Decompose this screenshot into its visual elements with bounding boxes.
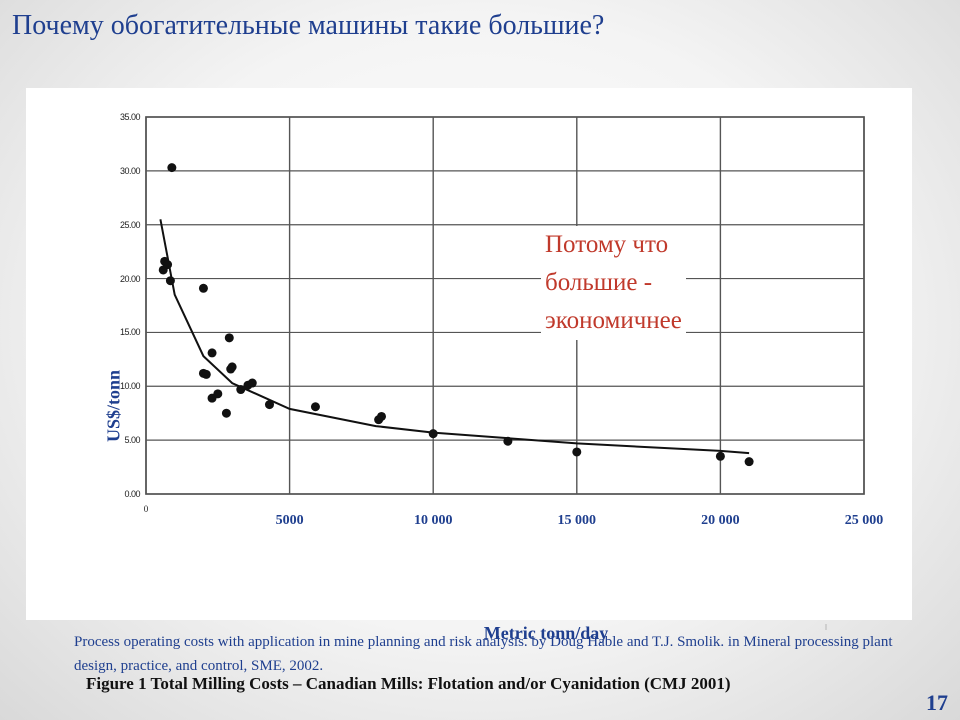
data-point <box>227 362 237 372</box>
data-point <box>221 408 231 418</box>
chart-svg <box>145 116 865 495</box>
data-point <box>715 451 725 461</box>
slide-title: Почему обогатительные машины такие больш… <box>12 10 605 41</box>
data-point <box>310 402 320 412</box>
data-point <box>198 283 208 293</box>
annotation-line-3: экономичнее <box>545 307 682 334</box>
data-point <box>224 333 234 343</box>
y-tick-label: 30.00 <box>119 165 141 176</box>
x-axis-label: Metric tonn/day <box>483 623 609 643</box>
annotation-line-2: большие - <box>545 269 653 296</box>
data-point <box>213 389 223 399</box>
x-tick-label: 20 000 <box>701 513 740 528</box>
source-citation: Process operating costs with application… <box>74 634 893 674</box>
y-tick-label: 10.00 <box>119 381 141 392</box>
x-tick-label: 25 000 <box>844 513 884 528</box>
data-point <box>207 348 217 358</box>
y-tick-label: 20.00 <box>119 273 141 284</box>
trend-line <box>159 219 750 455</box>
annotation-line-1: Потому что <box>545 231 669 258</box>
data-point <box>428 429 438 439</box>
y-tick-label: 0.00 <box>124 489 140 499</box>
chart-panel: US$/tonn Metric tonn/day 0.00 5.00 10.00 15… <box>26 88 912 693</box>
x-tick-label: 10 000 <box>413 513 453 528</box>
points-group <box>158 163 754 467</box>
y-tick-label: 25.00 <box>119 219 141 230</box>
data-point <box>264 400 274 410</box>
data-point <box>503 436 513 446</box>
annotation-text: Потому что большие - экономичнее <box>541 226 686 340</box>
x-tick-label: 0 <box>143 504 149 514</box>
data-point <box>377 411 387 421</box>
x-tick-label: 15 000 <box>557 513 597 528</box>
data-point <box>165 276 175 286</box>
page-number: 17 <box>926 690 948 715</box>
data-point <box>167 163 177 173</box>
data-point <box>201 369 211 379</box>
data-point <box>163 260 173 270</box>
x-tick-label: 5000 <box>275 513 304 528</box>
data-point <box>744 457 754 467</box>
y-tick-label: 5.00 <box>124 435 140 446</box>
data-point <box>572 447 582 457</box>
figure-caption: Figure 1 Total Milling Costs – Canadian … <box>86 674 731 693</box>
data-point <box>236 385 246 395</box>
y-tick-label: 15.00 <box>119 327 141 338</box>
data-point <box>247 378 257 388</box>
y-tick-label: 35.00 <box>119 112 141 122</box>
